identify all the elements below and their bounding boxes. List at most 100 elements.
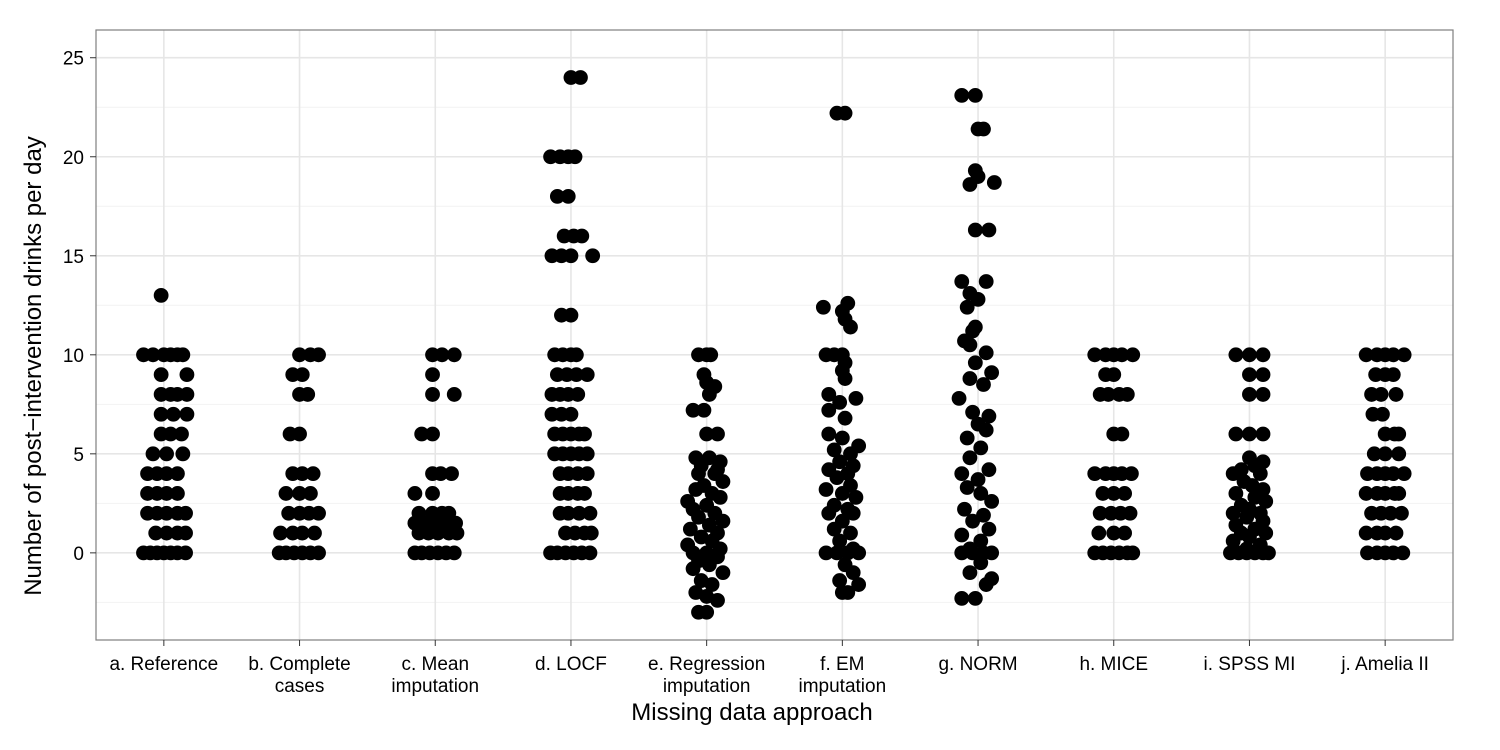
data-point <box>1114 426 1130 442</box>
data-point <box>970 291 986 307</box>
data-point <box>954 545 970 561</box>
data-point <box>1258 525 1274 541</box>
data-point <box>851 577 867 592</box>
data-point <box>965 513 981 529</box>
x-tick-label-i: i. SPSS MI <box>1204 654 1296 675</box>
data-point <box>425 367 440 383</box>
data-point <box>978 577 994 592</box>
data-point <box>178 525 193 541</box>
data-point <box>962 450 978 466</box>
data-point <box>1396 347 1412 363</box>
x-tick-label-g: g. NORM <box>938 654 1017 675</box>
data-point <box>278 486 294 501</box>
series-i <box>1223 347 1276 561</box>
data-point <box>307 525 322 541</box>
data-point <box>1092 505 1108 521</box>
data-point <box>832 573 848 588</box>
data-point <box>1388 387 1404 402</box>
y-tick-label: 15 <box>63 247 84 268</box>
data-point <box>986 175 1002 190</box>
data-point <box>967 222 983 238</box>
data-point <box>837 410 853 426</box>
data-point <box>300 387 316 402</box>
data-point <box>165 406 181 422</box>
data-point <box>294 466 310 482</box>
data-point <box>179 367 195 383</box>
data-point <box>1391 426 1407 442</box>
data-point <box>959 430 975 446</box>
x-tick-label-line: b. Complete <box>248 654 350 675</box>
data-point <box>962 177 978 192</box>
data-point <box>1242 387 1257 402</box>
data-point <box>425 387 440 402</box>
data-point <box>699 426 715 442</box>
data-point <box>1091 525 1107 541</box>
data-point <box>703 347 719 363</box>
data-point <box>984 493 1000 509</box>
data-point <box>579 466 595 482</box>
data-point <box>984 365 1000 381</box>
data-point <box>1252 466 1268 482</box>
data-point <box>163 426 179 442</box>
data-point <box>582 505 598 521</box>
x-tick-label-f: f. EM imputation <box>799 654 887 697</box>
x-tick-label-line: imputation <box>391 676 479 697</box>
data-point <box>1114 347 1130 363</box>
series-f <box>815 105 867 600</box>
data-point <box>848 490 864 505</box>
data-point <box>153 406 169 422</box>
data-point <box>973 533 989 549</box>
data-point <box>843 525 858 541</box>
data-point <box>973 555 989 571</box>
series-b <box>271 347 326 561</box>
data-point <box>292 426 307 442</box>
data-point <box>1228 347 1244 363</box>
data-point <box>1396 466 1412 482</box>
data-point <box>981 521 997 537</box>
x-tick-label-a: a. Reference <box>109 654 218 675</box>
data-point <box>691 509 706 525</box>
data-point <box>712 490 728 505</box>
data-point <box>1255 367 1271 383</box>
x-axis-title: Missing data approach <box>631 699 872 726</box>
data-point <box>715 474 731 489</box>
data-point <box>981 222 997 238</box>
data-point <box>582 545 598 561</box>
x-tick-label-line: imputation <box>663 676 751 697</box>
data-point <box>1358 525 1374 541</box>
data-point <box>1087 347 1103 363</box>
data-point <box>818 545 834 561</box>
data-point <box>1125 545 1141 561</box>
data-point <box>840 545 856 561</box>
data-point <box>446 545 462 561</box>
data-point <box>1394 505 1409 521</box>
data-point <box>425 426 440 442</box>
data-point <box>829 470 845 485</box>
data-point <box>1225 533 1241 549</box>
data-point <box>305 466 321 482</box>
data-point <box>973 486 989 501</box>
data-point <box>967 87 983 103</box>
data-point <box>826 521 842 537</box>
data-point <box>1366 446 1382 462</box>
data-point <box>1225 505 1241 521</box>
data-point <box>585 248 601 264</box>
data-point <box>549 188 565 204</box>
data-point <box>967 591 983 606</box>
data-point <box>957 501 972 517</box>
data-point <box>701 450 717 466</box>
x-tick-label-line: i. SPSS MI <box>1204 654 1296 675</box>
data-point <box>444 466 459 482</box>
data-point <box>579 367 595 383</box>
data-point <box>967 355 983 371</box>
data-point <box>685 561 701 577</box>
x-tick-label-j: j. Amelia II <box>1340 654 1429 675</box>
x-tick-label-line: a. Reference <box>109 654 218 675</box>
data-point <box>978 422 994 438</box>
data-point <box>1117 486 1133 501</box>
data-point <box>1375 406 1390 422</box>
data-point <box>1095 486 1111 501</box>
data-point <box>567 149 583 165</box>
data-point <box>832 394 848 410</box>
data-point <box>981 462 997 478</box>
